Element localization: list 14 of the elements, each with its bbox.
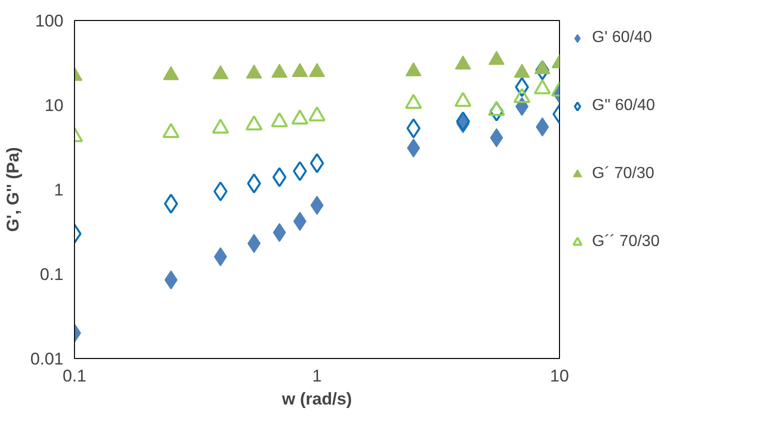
y-tick-label: 1 bbox=[54, 180, 64, 200]
legend-label: G'' 60/40 bbox=[592, 97, 656, 115]
legend-label: G´´ 70/30 bbox=[592, 233, 660, 251]
legend-label: G' 60/40 bbox=[592, 29, 652, 47]
y-tick-label: 0.01 bbox=[30, 350, 64, 368]
y-axis-title: G', G'' (Pa) bbox=[3, 147, 22, 232]
y-tick-label: 10 bbox=[44, 96, 64, 115]
x-tick-label: 0.1 bbox=[62, 366, 86, 386]
y-tick-label: 100 bbox=[35, 12, 64, 30]
x-tick-label: 10 bbox=[550, 366, 569, 386]
y-tick-label: 0.1 bbox=[40, 265, 64, 284]
x-axis-title: w (rad/s) bbox=[281, 390, 352, 408]
x-tick-label: 1 bbox=[312, 366, 322, 386]
legend-label: G´ 70/30 bbox=[592, 165, 654, 183]
